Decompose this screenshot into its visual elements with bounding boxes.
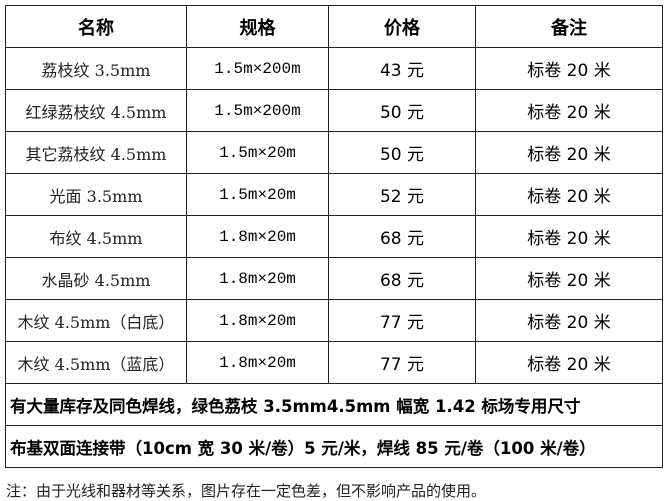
cell-remark: 标卷 20 米	[475, 215, 663, 258]
cell-spec: 1.8m×20m	[186, 215, 329, 258]
cell-name: 木纹 4.5mm（蓝底）	[5, 341, 187, 384]
cell-price: 77 元	[328, 341, 476, 384]
cell-name: 荔枝纹 3.5mm	[5, 47, 187, 90]
cell-spec: 1.5m×20m	[186, 173, 329, 216]
cell-price: 50 元	[328, 131, 476, 174]
cell-remark: 标卷 20 米	[475, 89, 663, 132]
header-remark: 备注	[475, 5, 663, 48]
cell-name: 红绿荔枝纹 4.5mm	[5, 89, 187, 132]
table-row: 木纹 4.5mm（白底） 1.8m×20m 77 元标卷 20 米	[5, 299, 663, 342]
cell-remark: 标卷 20 米	[475, 173, 663, 216]
info-row: 有大量库存及同色焊线，绿色荔枝 3.5mm4.5mm 幅宽 1.42 标场专用尺…	[5, 383, 663, 426]
cell-spec: 1.8m×20m	[186, 257, 329, 300]
footnote: 注：由于光线和器材等关系，图片存在一定色差，但不影响产品的使用。	[6, 482, 487, 500]
table-row: 荔枝纹 3.5mm 1.5m×200m 43 元标卷 20 米	[5, 47, 663, 90]
cell-name: 水晶砂 4.5mm	[5, 257, 187, 300]
table-row: 水晶砂 4.5mm 1.8m×20m 68 元标卷 20 米	[5, 257, 663, 300]
cell-remark: 标卷 20 米	[475, 131, 663, 174]
cell-spec: 1.5m×200m	[186, 89, 329, 132]
cell-name: 木纹 4.5mm（白底）	[5, 299, 187, 342]
info-text: 有大量库存及同色焊线，绿色荔枝 3.5mm4.5mm 幅宽 1.42 标场专用尺…	[5, 383, 663, 426]
table-row: 红绿荔枝纹 4.5mm 1.5m×200m 50 元标卷 20 米	[5, 89, 663, 132]
header-price: 价格	[328, 5, 476, 48]
cell-price: 50 元	[328, 89, 476, 132]
table-row: 布纹 4.5mm 1.8m×20m 68 元标卷 20 米	[5, 215, 663, 258]
table-row: 光面 3.5mm 1.5m×20m 52 元标卷 20 米	[5, 173, 663, 216]
header-row: 名称 规格 价格 备注	[5, 5, 663, 48]
cell-name: 光面 3.5mm	[5, 173, 187, 216]
info-row: 布基双面连接带（10cm 宽 30 米/卷）5 元/米，焊线 85 元/卷（10…	[5, 425, 663, 468]
cell-spec: 1.8m×20m	[186, 299, 329, 342]
cell-spec: 1.5m×20m	[186, 131, 329, 174]
cell-spec: 1.8m×20m	[186, 341, 329, 384]
cell-price: 43 元	[328, 47, 476, 90]
header-spec: 规格	[186, 5, 329, 48]
cell-remark: 标卷 20 米	[475, 47, 663, 90]
cell-remark: 标卷 20 米	[475, 257, 663, 300]
cell-price: 52 元	[328, 173, 476, 216]
table-row: 其它荔枝纹 4.5mm 1.5m×20m 50 元标卷 20 米	[5, 131, 663, 174]
table-row: 木纹 4.5mm（蓝底） 1.8m×20m 77 元标卷 20 米	[5, 341, 663, 384]
header-name: 名称	[5, 5, 187, 48]
cell-remark: 标卷 20 米	[475, 341, 663, 384]
cell-price: 68 元	[328, 215, 476, 258]
cell-name: 其它荔枝纹 4.5mm	[5, 131, 187, 174]
cell-remark: 标卷 20 米	[475, 299, 663, 342]
info-text: 布基双面连接带（10cm 宽 30 米/卷）5 元/米，焊线 85 元/卷（10…	[5, 425, 663, 468]
cell-name: 布纹 4.5mm	[5, 215, 187, 258]
cell-price: 68 元	[328, 257, 476, 300]
cell-spec: 1.5m×200m	[186, 47, 329, 90]
cell-price: 77 元	[328, 299, 476, 342]
price-table: 名称 规格 价格 备注 荔枝纹 3.5mm 1.5m×200m 43 元标卷 20 …	[5, 5, 663, 468]
